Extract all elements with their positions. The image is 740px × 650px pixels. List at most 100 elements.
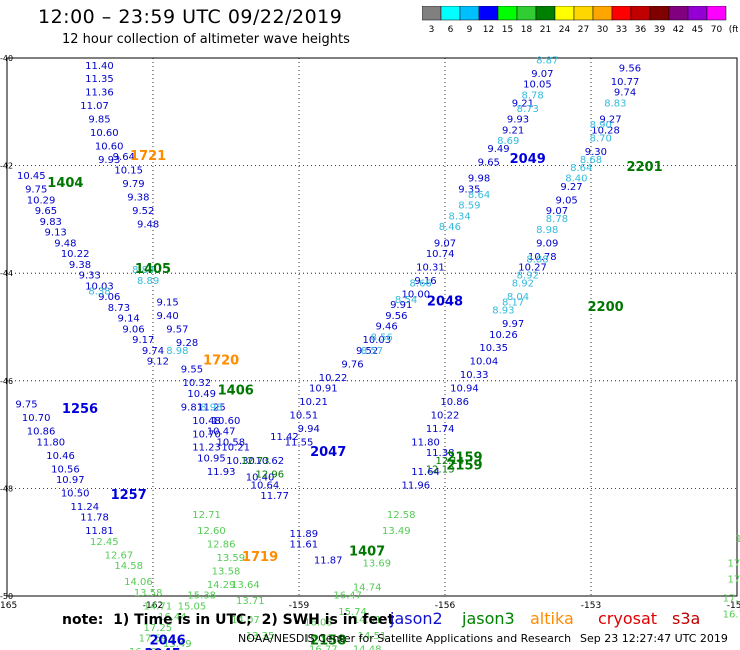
wave-height-label: 9.83 xyxy=(40,217,62,228)
colorbar-tick-label: (ft) xyxy=(729,25,738,34)
wave-height-label: 9.75 xyxy=(25,185,47,196)
wave-height-label: 9.07 xyxy=(546,206,568,217)
wave-height-label: 16.77 xyxy=(309,644,338,650)
wave-height-label: 17.12 xyxy=(723,593,740,604)
wave-height-label: 10.77 xyxy=(611,77,640,88)
wave-height-label: 8.87 xyxy=(536,55,558,66)
wave-height-label: 15.7 xyxy=(736,534,740,545)
pass-time-label: 2048 xyxy=(427,294,463,309)
wave-height-label: 9.38 xyxy=(127,193,149,204)
wave-height-label: 10.00 xyxy=(401,289,430,300)
wave-height-label: 10.94 xyxy=(450,384,479,395)
wave-height-label: 9.46 xyxy=(375,322,397,333)
colorbar-tick-label: 39 xyxy=(654,25,666,34)
x-tick-label: -150 xyxy=(727,601,740,611)
wave-height-label: 8.40 xyxy=(565,174,587,185)
wave-height-label: 15.74 xyxy=(338,607,367,618)
y-tick-label: -44 xyxy=(0,269,13,278)
pass-time-label: 1719 xyxy=(242,550,278,565)
wave-height-label: 12.45 xyxy=(90,537,119,548)
wave-height-label: 10.15 xyxy=(114,166,143,177)
y-tick-label: -42 xyxy=(0,162,13,171)
credit-line: NOAA/NESDIS Center for Satellite Applica… xyxy=(238,632,572,645)
wave-height-label: 11.40 xyxy=(85,61,114,72)
wave-height-label: 8.46 xyxy=(439,222,461,233)
wave-height-label: 8.56 xyxy=(371,332,393,343)
wave-height-label: 11.87 xyxy=(314,556,343,567)
chart-subtitle: 12 hour collection of altimeter wave hei… xyxy=(62,32,350,47)
x-tick-label: -162 xyxy=(143,601,163,611)
wave-height-label: 12.58 xyxy=(387,510,416,521)
wave-height-label: 8.90 xyxy=(590,120,612,131)
wave-height-label: 12.96 xyxy=(255,470,284,481)
colorbar-tick-label: 6 xyxy=(448,25,454,34)
wave-height-label: 9.07 xyxy=(434,238,456,249)
wave-height-label: 10.95 xyxy=(197,454,226,465)
colorbar-tick-label: 12 xyxy=(483,25,494,34)
wave-height-label: 10.29 xyxy=(27,195,56,206)
wave-height-label: 8.83 xyxy=(604,98,626,109)
wave-height-label: 16.03 xyxy=(304,618,333,629)
colorbar-tick-label: 21 xyxy=(540,25,551,34)
wave-height-label: 9.21 xyxy=(512,98,534,109)
wave-height-label: 16.31 xyxy=(304,634,333,645)
pass-time-label: 2047 xyxy=(310,445,346,460)
pass-time-label: 1404 xyxy=(47,176,83,191)
colorbar-tick-label: 33 xyxy=(616,25,627,34)
wave-height-label: 9.52 xyxy=(356,346,378,357)
wave-height-label: 11.96 xyxy=(401,480,430,491)
chart-title: 12:00 – 23:59 UTC 09/22/2019 xyxy=(38,6,343,28)
colorbar-tick-label: 30 xyxy=(597,25,609,34)
wave-height-label: 9.64 xyxy=(113,152,135,163)
wave-height-label: 17.38 xyxy=(728,558,740,569)
wave-height-label: 8.98 xyxy=(536,225,558,236)
wave-height-label: 8.66 xyxy=(410,279,432,290)
wave-height-label: 16.47 xyxy=(333,591,362,602)
wave-height-label: 9.06 xyxy=(122,324,144,335)
wave-height-label: 9.33 xyxy=(79,271,101,282)
wave-height-label: 9.74 xyxy=(142,346,164,357)
wave-height-label: 8.54 xyxy=(395,295,417,306)
wave-height-label: 9.38 xyxy=(69,260,91,271)
wave-height-label: 14.06 xyxy=(124,577,153,588)
pass-time-label: 1257 xyxy=(111,488,147,503)
wave-height-label: 10.04 xyxy=(470,357,499,368)
wave-height-label: 13.58 xyxy=(134,588,163,599)
wave-height-label: 13.69 xyxy=(363,558,392,569)
wave-height-label: 9.55 xyxy=(181,365,203,376)
wave-height-label: 9.49 xyxy=(487,144,509,155)
wave-height-label: 8.78 xyxy=(546,214,568,225)
wave-height-label: 8.98 xyxy=(166,346,188,357)
wave-height-label: 10.78 xyxy=(528,252,557,263)
wave-height-label: 9.21 xyxy=(502,125,524,136)
pass-time-label: 2159 xyxy=(446,459,482,474)
wave-height-label: 11.74 xyxy=(426,424,455,435)
wave-height-label: 10.45 xyxy=(17,171,46,182)
wave-height-label: 9.93 xyxy=(98,155,120,166)
generated-timestamp: Sep 23 12:27:47 UTC 2019 xyxy=(580,632,728,645)
wave-height-label: 10.56 xyxy=(51,464,80,475)
colorbar-tick-label: 3 xyxy=(429,25,435,34)
wave-height-label: 10.35 xyxy=(479,343,508,354)
wave-height-label: 8.89 xyxy=(137,276,159,287)
footer-note: note: 1) Time is in UTC; 2) SWH is in fe… xyxy=(62,612,395,628)
wave-height-label: 9.16 xyxy=(414,276,436,287)
wave-height-label: 9.27 xyxy=(560,182,582,193)
wave-height-label: 10.51 xyxy=(290,410,319,421)
wave-height-label: 11.80 xyxy=(411,437,440,448)
legend-jason3: jason3 xyxy=(462,609,515,628)
wave-height-label: 10.22 xyxy=(319,373,348,384)
wave-height-label: 10.60 xyxy=(212,416,241,427)
colorbar-tick-label: 45 xyxy=(692,25,703,34)
wave-height-label: 10.50 xyxy=(61,488,90,499)
wave-height-label: 9.76 xyxy=(341,359,363,370)
wave-height-label: 12.73 xyxy=(241,456,270,467)
colorbar-tick-label: 27 xyxy=(578,25,589,34)
legend-jason2: jason2 xyxy=(390,609,443,628)
wave-height-label: 8.92 xyxy=(517,271,539,282)
wave-height-label: 8.73 xyxy=(517,104,539,115)
legend-s3a: s3a xyxy=(672,609,701,628)
pass-time-label: 2046 xyxy=(150,633,186,648)
wave-height-label: 11.36 xyxy=(85,88,114,99)
